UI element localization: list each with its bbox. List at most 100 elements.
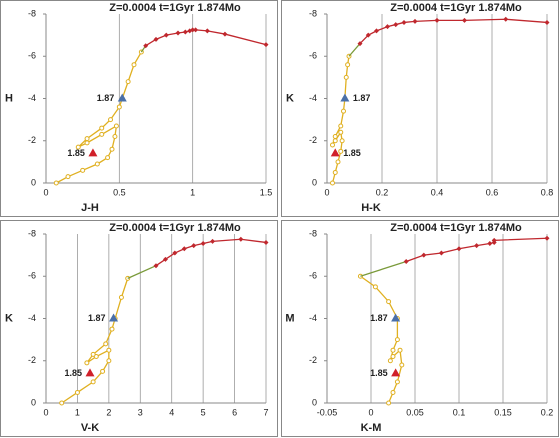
chart-title: Z=0.0004 t=1Gyr 1.874Mo	[390, 222, 522, 234]
point	[210, 238, 216, 244]
y-tick-label: -4	[28, 313, 36, 323]
point	[59, 400, 65, 406]
point	[204, 28, 210, 34]
panel-border	[0, 220, 278, 437]
point	[84, 136, 90, 142]
y-tick-label: -6	[28, 271, 36, 281]
highlight-marker	[117, 93, 127, 102]
point	[182, 29, 188, 35]
x-tick-label: 0.4	[431, 187, 444, 197]
point	[338, 123, 344, 129]
point	[175, 30, 181, 36]
point	[544, 19, 550, 25]
y-tick-label: 0	[312, 177, 317, 187]
point	[263, 239, 269, 245]
marker-label: 1.85	[370, 368, 388, 378]
point	[143, 43, 149, 49]
point	[456, 246, 462, 252]
point	[421, 252, 427, 258]
y-tick-label: -8	[309, 228, 317, 238]
point	[374, 28, 379, 34]
x-tick-label: 0	[324, 187, 329, 197]
point	[397, 347, 403, 353]
highlight-marker	[109, 313, 119, 322]
point	[99, 125, 105, 131]
point	[338, 129, 344, 135]
x-tick-label: 0.1	[453, 407, 466, 417]
point	[106, 347, 112, 353]
y-tick-label: -2	[309, 355, 317, 365]
y-tick-label: -6	[309, 51, 317, 61]
y-axis-label: K	[286, 92, 294, 104]
point	[109, 146, 115, 152]
series-line	[61, 278, 129, 404]
point	[131, 62, 137, 68]
x-tick-label: 4	[169, 407, 174, 417]
x-tick-label: 0.2	[541, 407, 554, 417]
marker-label: 1.85	[67, 148, 85, 158]
y-axis-label: H	[5, 92, 13, 104]
x-tick-label: 1	[75, 407, 80, 417]
y-tick-label: -8	[28, 8, 36, 18]
point	[387, 358, 393, 364]
point	[153, 36, 159, 42]
x-axis-label: K-M	[361, 422, 382, 434]
point	[153, 263, 159, 269]
point	[403, 258, 409, 264]
point	[474, 243, 480, 249]
chart-title: Z=0.0004 t=1Gyr 1.874Mo	[109, 222, 241, 234]
point	[125, 79, 131, 85]
point	[503, 16, 509, 22]
series-line	[145, 29, 267, 47]
point	[222, 31, 228, 37]
point	[106, 358, 112, 364]
point	[163, 32, 169, 38]
point	[343, 74, 349, 80]
point	[401, 19, 407, 25]
point	[112, 134, 118, 140]
point	[191, 243, 197, 249]
point	[109, 326, 115, 332]
highlight-marker	[85, 368, 95, 377]
x-tick-label: 1.5	[260, 187, 273, 197]
x-tick-label: 6	[232, 407, 237, 417]
marker-label: 1.85	[343, 148, 361, 158]
point	[238, 236, 244, 242]
x-tick-label: 5	[201, 407, 206, 417]
point	[80, 167, 86, 173]
marker-label: 1.87	[88, 313, 106, 323]
highlight-marker	[330, 148, 340, 157]
chart-panel: Z=0.0004 t=1Gyr 1.874Mo 0 0.5 1 1.5 0 -2 -4 -6 -8…	[0, 0, 278, 217]
point	[339, 138, 345, 144]
point	[491, 237, 497, 243]
point	[332, 134, 338, 140]
point	[90, 379, 96, 385]
point	[390, 347, 396, 353]
chart-panel: Z=0.0004 t=1Gyr 1.874Mo 0 1 2 3 4 5 6 7 0 -2 -4 -6 -8…	[0, 220, 278, 437]
y-tick-label: -4	[309, 93, 317, 103]
highlight-marker	[391, 313, 401, 322]
x-tick-label: -0.05	[317, 407, 338, 417]
point	[487, 241, 493, 247]
point	[390, 389, 396, 395]
point	[462, 17, 467, 23]
point	[386, 400, 392, 406]
panel-border	[281, 0, 559, 217]
chart-panel: Z=0.0004 t=1Gyr 1.874Mo-0.05 0 0.05 0.1 0.15…	[281, 220, 559, 437]
point	[99, 131, 105, 137]
y-tick-label: 0	[312, 397, 317, 407]
y-axis-label: K	[5, 312, 13, 324]
x-tick-label: 3	[138, 407, 143, 417]
point	[65, 174, 71, 180]
x-axis-label: V-K	[81, 422, 99, 434]
point	[434, 17, 440, 23]
point	[105, 155, 111, 161]
point	[113, 123, 119, 129]
x-tick-label: 0.8	[541, 187, 554, 197]
chart-title: Z=0.0004 t=1Gyr 1.874Mo	[109, 2, 241, 14]
marker-label: 1.87	[353, 93, 371, 103]
point	[75, 144, 81, 150]
y-tick-label: -4	[28, 93, 36, 103]
series-line	[155, 238, 267, 267]
series-line	[127, 265, 157, 279]
